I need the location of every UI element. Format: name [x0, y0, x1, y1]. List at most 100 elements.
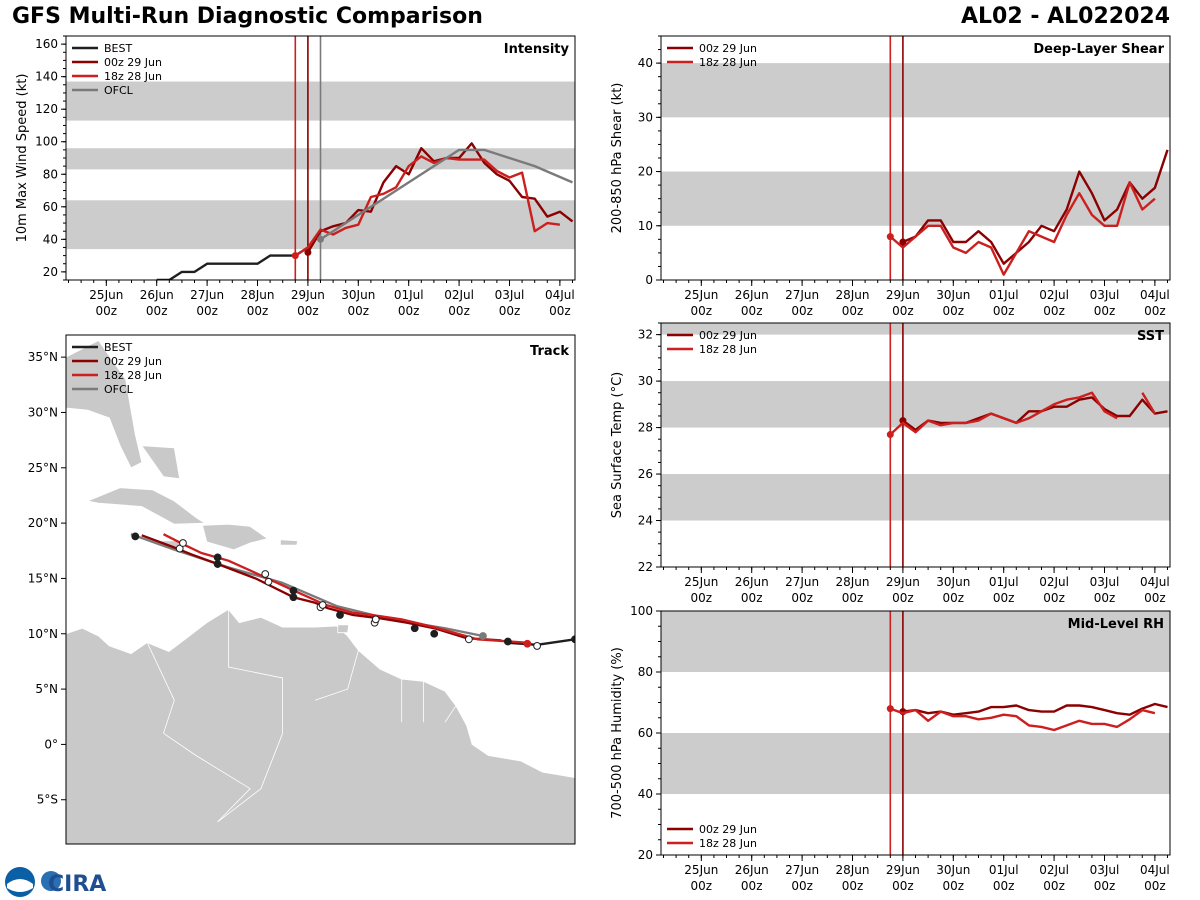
x-tick-sublabel: 00z — [1144, 304, 1166, 318]
x-tick-sublabel: 00z — [1144, 879, 1166, 893]
land-mass — [140, 445, 181, 480]
track-point-marker — [503, 637, 512, 646]
legend-label: BEST — [104, 341, 132, 354]
cira-text: CIRA — [48, 872, 106, 897]
threshold-band — [661, 381, 1170, 428]
track-point-marker — [213, 560, 222, 568]
x-tick-label: 03Jul — [1090, 863, 1120, 877]
x-tick-sublabel: 00z — [549, 304, 571, 318]
x-tick-sublabel: 00z — [1094, 591, 1116, 605]
track-point-marker — [523, 639, 532, 648]
land-mass — [280, 539, 299, 546]
y-tick-label: 5°N — [35, 682, 58, 696]
legend-label: 18z 28 Jun — [104, 369, 162, 382]
panel-title: Mid-Level RH — [1068, 617, 1164, 632]
x-tick-sublabel: 00z — [842, 591, 864, 605]
series-line — [294, 155, 561, 257]
x-tick-sublabel: 00z — [247, 304, 269, 318]
x-tick-label: 29Jun — [886, 863, 920, 877]
x-tick-label: 29Jun — [886, 288, 920, 302]
x-tick-sublabel: 00z — [741, 304, 763, 318]
track-point-marker — [430, 629, 439, 638]
x-tick-label: 03Jul — [1090, 575, 1120, 589]
x-tick-label: 27Jun — [785, 863, 819, 877]
x-tick-sublabel: 00z — [691, 879, 713, 893]
y-tick-label: 22 — [638, 560, 653, 574]
track-point-marker — [464, 635, 473, 644]
x-tick-sublabel: 00z — [691, 591, 713, 605]
y-tick-label: 40 — [638, 56, 653, 70]
y-axis-label: 700-500 hPa Humidity (%) — [610, 647, 625, 819]
x-tick-sublabel: 00z — [741, 879, 763, 893]
x-tick-label: 25Jun — [684, 575, 718, 589]
track-point-marker — [410, 624, 419, 633]
threshold-band — [661, 611, 1170, 672]
x-tick-sublabel: 00z — [448, 304, 470, 318]
x-tick-sublabel: 00z — [398, 304, 420, 318]
x-tick-label: 02Jul — [1039, 575, 1069, 589]
country-border — [163, 732, 251, 823]
x-tick-label: 04Jul — [545, 288, 575, 302]
x-tick-sublabel: 00z — [96, 304, 118, 318]
x-tick-label: 04Jul — [1140, 288, 1170, 302]
panel-title: Intensity — [504, 42, 570, 57]
track-point-marker — [318, 601, 327, 609]
x-tick-sublabel: 00z — [741, 591, 763, 605]
y-tick-label: 10 — [638, 219, 653, 233]
x-tick-label: 04Jul — [1140, 575, 1170, 589]
x-tick-sublabel: 00z — [146, 304, 168, 318]
legend-label: 00z 29 Jun — [699, 42, 757, 55]
threshold-band — [661, 323, 1170, 335]
legend-label: BEST — [104, 42, 132, 55]
x-tick-sublabel: 00z — [1094, 304, 1116, 318]
x-tick-sublabel: 00z — [1043, 591, 1065, 605]
x-tick-sublabel: 00z — [791, 879, 813, 893]
x-tick-label: 30Jun — [936, 288, 970, 302]
x-tick-sublabel: 00z — [842, 879, 864, 893]
legend-label: 18z 28 Jun — [104, 70, 162, 83]
y-tick-label: 60 — [43, 200, 58, 214]
x-tick-sublabel: 00z — [348, 304, 370, 318]
country-border — [217, 733, 283, 823]
series-start-marker — [886, 233, 894, 241]
x-tick-sublabel: 00z — [1094, 879, 1116, 893]
series-line — [156, 246, 309, 280]
land-mass — [66, 608, 575, 844]
y-axis-label: 200-850 hPa Shear (kt) — [610, 83, 625, 234]
x-tick-sublabel: 00z — [691, 304, 713, 318]
y-tick-label: 24 — [638, 514, 653, 528]
sst-panel: 22 24 26 28 30 32 25Jun 00z 26Jun 00z 27Jun 00z 28Ju… — [610, 322, 1171, 605]
y-tick-label: 60 — [638, 726, 653, 740]
storm-id-title: AL02 - AL022024 — [961, 4, 1170, 29]
track-panel: 35°N 30°N 25°N 20°N 15°N 10°N 5°N 0° 5°S Track BES… — [28, 334, 576, 845]
y-tick-label: 20 — [638, 165, 653, 179]
x-tick-label: 01Jul — [989, 575, 1019, 589]
legend-label: OFCL — [104, 383, 134, 396]
x-tick-sublabel: 00z — [993, 879, 1015, 893]
y-tick-label: 26 — [638, 467, 653, 481]
x-tick-label: 30Jun — [341, 288, 375, 302]
x-tick-sublabel: 00z — [892, 591, 914, 605]
x-tick-label: 27Jun — [190, 288, 224, 302]
x-tick-label: 02Jul — [1039, 863, 1069, 877]
y-tick-label: 80 — [43, 167, 58, 181]
y-tick-label: 140 — [35, 70, 58, 84]
plot-area — [66, 36, 575, 280]
axes-frame — [660, 322, 1171, 568]
land-mass — [66, 339, 143, 469]
x-tick-label: 02Jul — [1039, 288, 1069, 302]
y-tick-label: 10°N — [28, 627, 58, 641]
x-tick-label: 26Jun — [735, 575, 769, 589]
y-tick-label: 25°N — [28, 461, 58, 475]
track-point-marker — [213, 553, 222, 562]
x-tick-sublabel: 00z — [993, 591, 1015, 605]
threshold-band — [661, 474, 1170, 521]
y-tick-label: 20 — [638, 848, 653, 862]
x-tick-label: 25Jun — [89, 288, 123, 302]
x-tick-sublabel: 00z — [993, 304, 1015, 318]
legend-label: 00z 29 Jun — [699, 823, 757, 836]
x-tick-label: 26Jun — [735, 863, 769, 877]
y-tick-label: 30°N — [28, 405, 58, 419]
country-border — [146, 642, 175, 734]
